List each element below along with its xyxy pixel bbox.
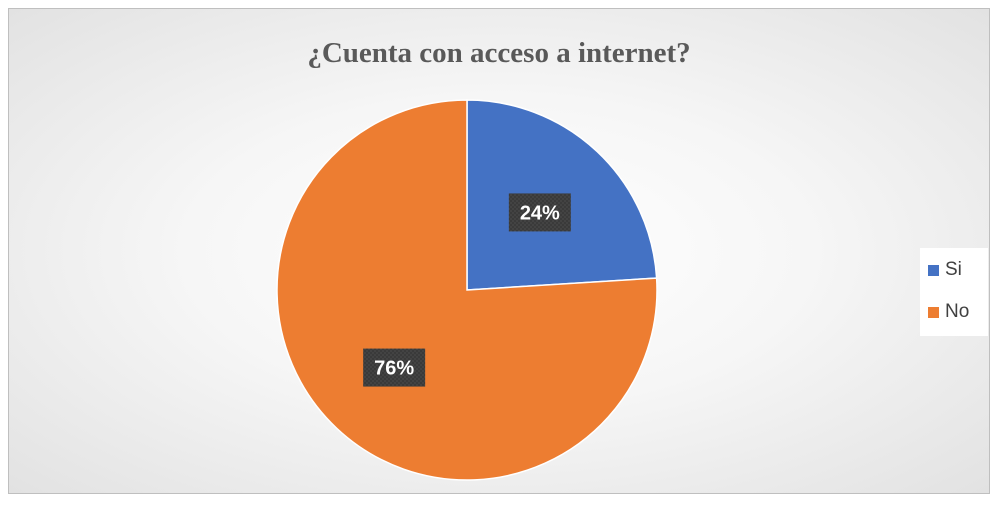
data-label-text: 24% [520,202,560,224]
legend-item-no: No [928,300,969,324]
data-label-no: 76% [363,348,426,387]
legend-label-no: No [945,301,970,322]
legend-swatch-no [928,306,939,318]
chart-legend: Si No [920,248,988,336]
legend-swatch-si [928,264,939,276]
legend-label-si: Si [945,259,962,280]
data-label-si: 24% [508,193,571,232]
data-label-box [508,193,571,232]
legend-item-si: Si [928,258,962,282]
chart-title: ¿Cuenta con acceso a internet? [307,37,691,69]
data-label-box [363,348,426,387]
data-label-text: 76% [374,358,414,380]
